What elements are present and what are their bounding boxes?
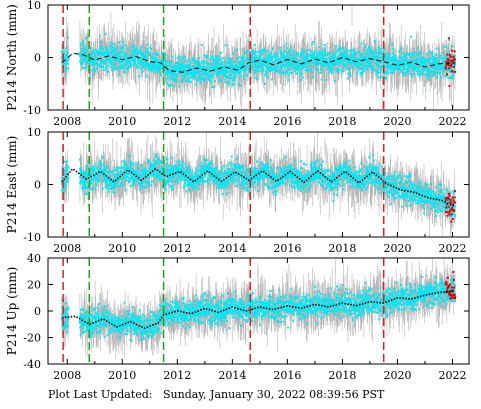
y-tick-label: 0 [34, 305, 41, 318]
daily-points [60, 275, 457, 342]
y-axis-label: P214 Up (mm) [5, 267, 19, 356]
y-tick-label: -20 [23, 332, 41, 345]
panel-1: 2008 2010 2012 2014 2016 2018 2020 2022 -10 0 10 P2… [5, 0, 470, 128]
footer-date: Sunday, January 30, 2022 08:39:56 PST [162, 388, 385, 401]
x-tick-label: 2016 [273, 115, 301, 128]
x-tick-label: 2018 [328, 115, 356, 128]
y-tick-label: -10 [23, 104, 41, 117]
plot-area [60, 258, 457, 360]
x-tick-label: 2022 [438, 115, 466, 128]
y-tick-label: 40 [27, 252, 41, 265]
x-tick-label: 2010 [108, 115, 136, 128]
plot-area [60, 132, 457, 237]
x-tick-label: 2014 [218, 369, 246, 382]
y-tick-label: 0 [34, 52, 41, 65]
x-tick-label: 2018 [328, 242, 356, 255]
x-tick-label: 2018 [328, 369, 356, 382]
x-tick-label: 2020 [383, 369, 411, 382]
recent-positions [444, 37, 457, 87]
y-axis-label: P214 East (mm) [5, 136, 19, 234]
recent-points [444, 37, 457, 87]
y-axis-label: P214 North (mm) [5, 4, 19, 111]
model-line [61, 290, 456, 330]
x-tick-label: 2008 [53, 242, 81, 255]
x-tick-label: 2014 [218, 242, 246, 255]
x-tick-label: 2012 [163, 242, 191, 255]
x-tick-label: 2016 [273, 242, 301, 255]
y-tick-label: -40 [23, 358, 41, 371]
x-tick-label: 2020 [383, 242, 411, 255]
panel-2: 2008 2010 2012 2014 2016 2018 2020 2022 -10 0 10 P2… [5, 126, 470, 255]
y-tick-label: 0 [34, 179, 41, 192]
footer-prefix: Plot Last Updated: [48, 388, 153, 401]
x-tick-label: 2008 [53, 115, 81, 128]
y-tick-label: 20 [27, 279, 41, 292]
y-tick-label: -10 [23, 231, 41, 244]
plot-updated-footer: Plot Last Updated: Sunday, January 30, 2… [48, 388, 384, 401]
daily-positions [60, 153, 457, 218]
x-tick-label: 2016 [273, 369, 301, 382]
daily-points [60, 153, 457, 218]
x-tick-label: 2014 [218, 115, 246, 128]
raw-error-bars [61, 5, 456, 110]
x-tick-label: 2012 [163, 369, 191, 382]
x-tick-label: 2022 [438, 242, 466, 255]
recent-points [444, 190, 457, 223]
x-tick-label: 2008 [53, 369, 81, 382]
y-tick-label: 10 [27, 126, 41, 139]
model-line [61, 167, 456, 207]
y-tick-label: 10 [27, 0, 41, 12]
x-tick-label: 2010 [108, 242, 136, 255]
x-tick-label: 2010 [108, 369, 136, 382]
panel-3: 2008 2010 2012 2014 2016 2018 2020 2022 -40 -20 0 2… [5, 252, 470, 382]
x-tick-label: 2020 [383, 115, 411, 128]
x-tick-label: 2022 [438, 369, 466, 382]
x-tick-label: 2012 [163, 115, 191, 128]
raw-observations [61, 5, 456, 110]
daily-positions [60, 275, 457, 342]
model-line [61, 52, 456, 73]
recent-positions [444, 190, 457, 223]
plot-area [60, 5, 457, 110]
